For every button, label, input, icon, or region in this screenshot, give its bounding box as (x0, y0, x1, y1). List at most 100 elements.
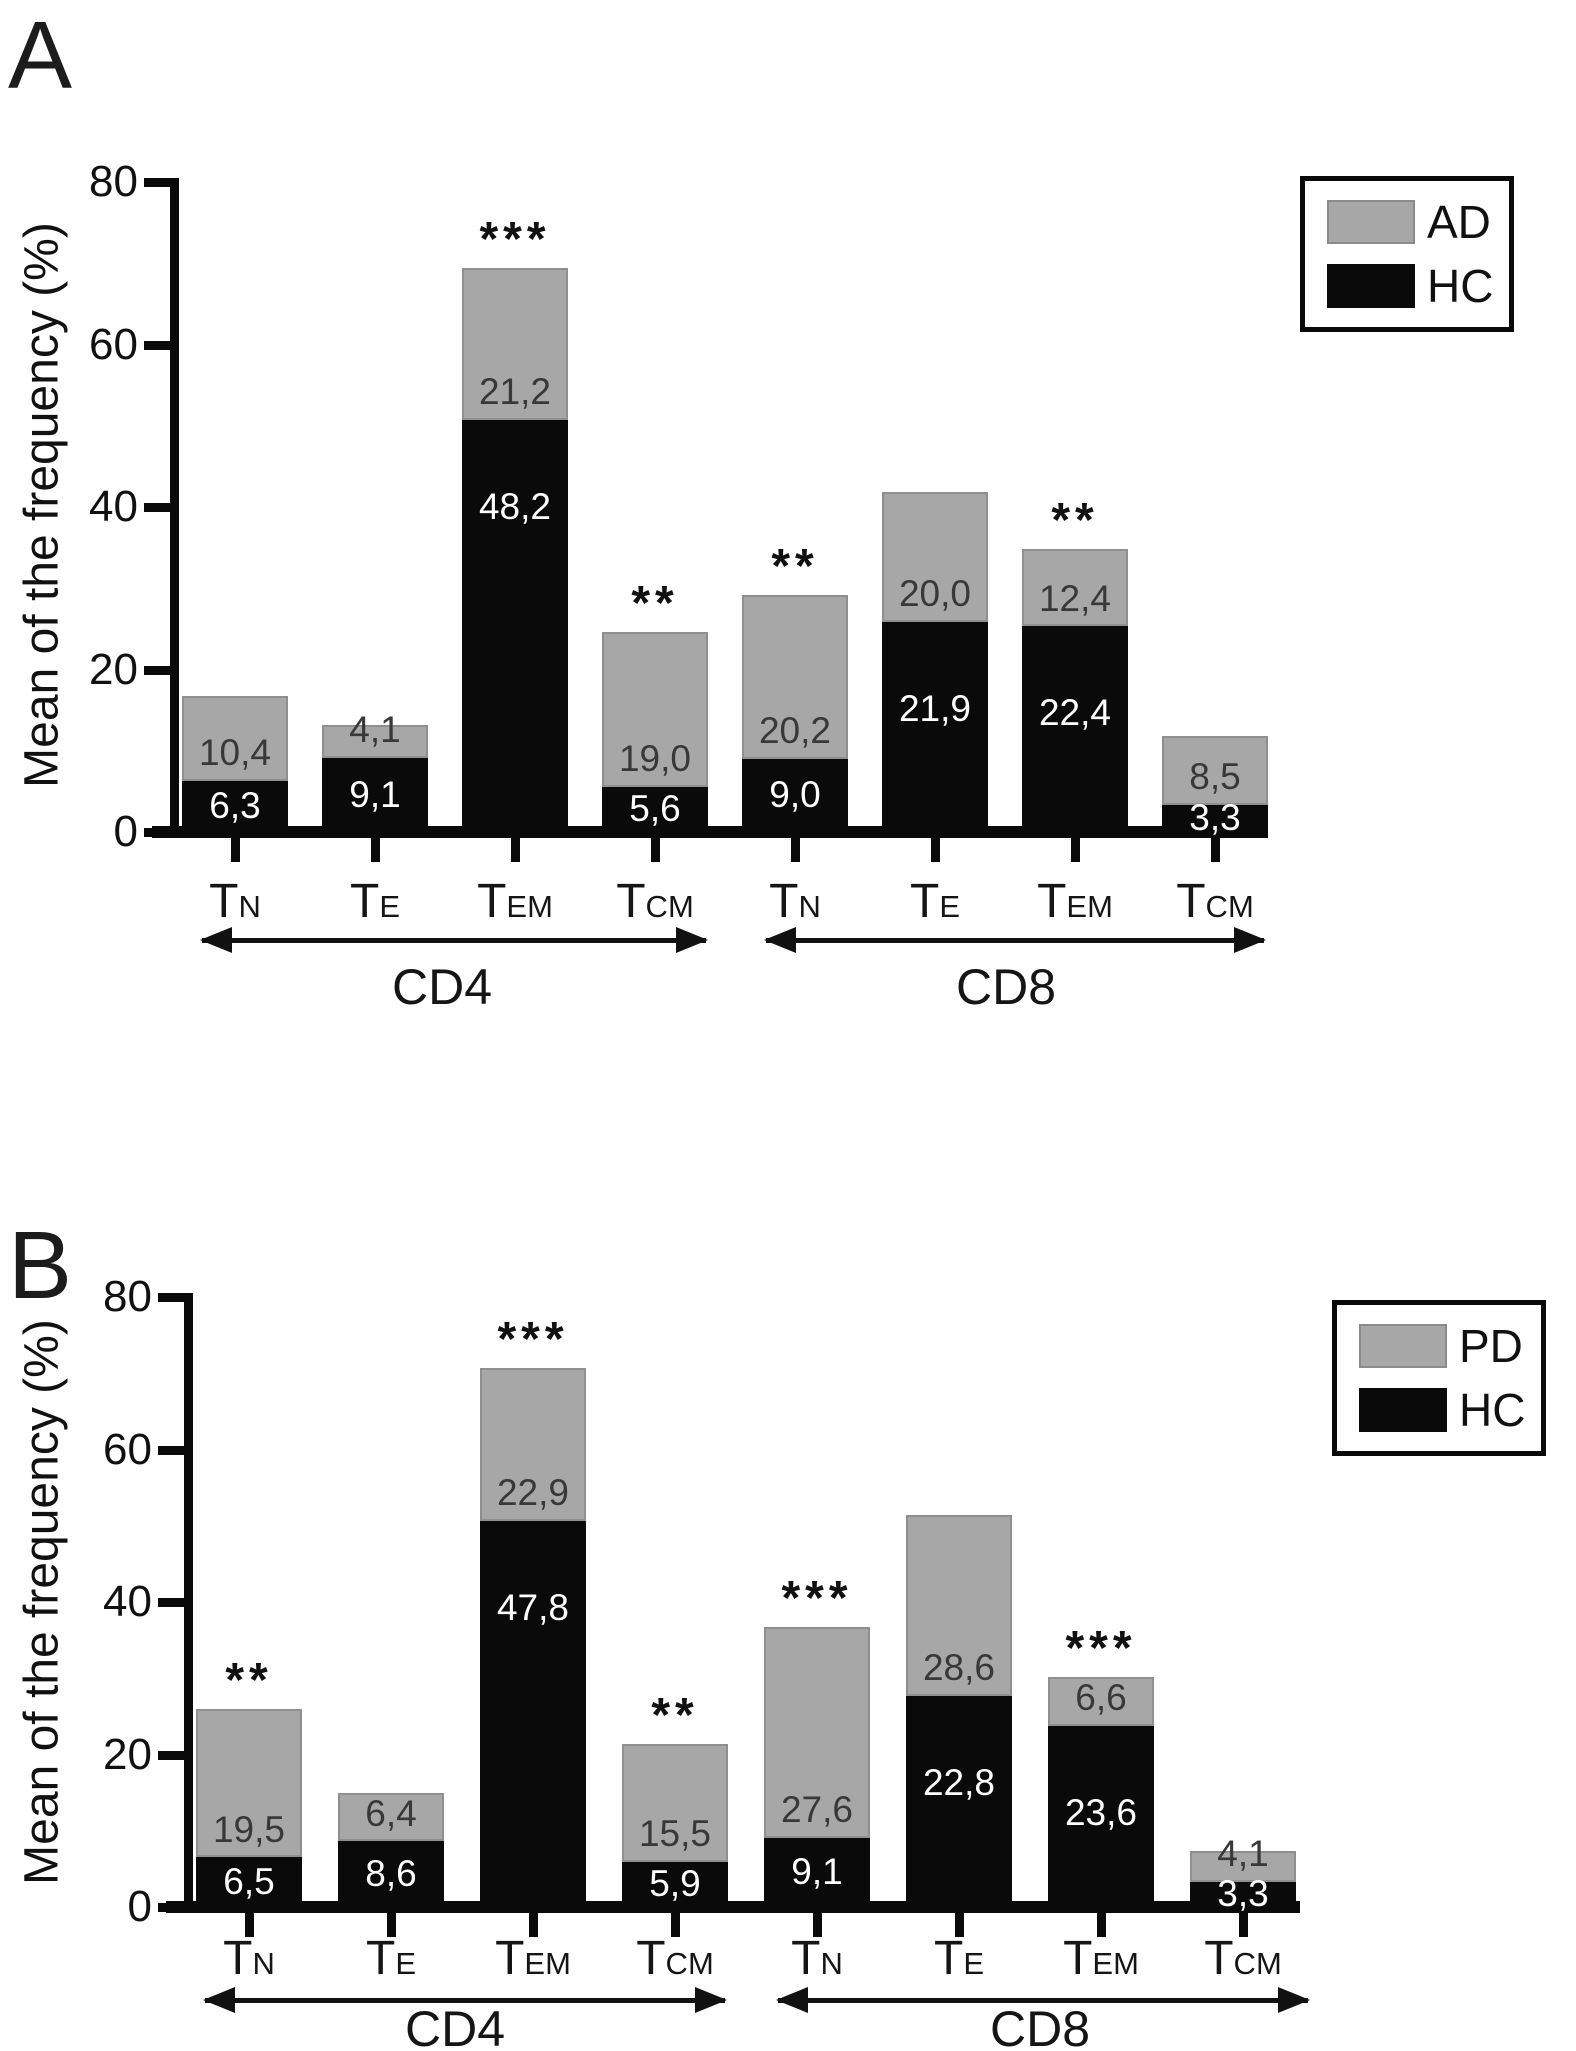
bar-segment-hc: 47,8 (480, 1520, 586, 1907)
y-tick-mark (158, 1445, 184, 1455)
bar-segment-ad: 21,2 (462, 268, 568, 420)
bar: 19,0 5,6 (602, 632, 708, 832)
bar-segment-ad: 20,0 (882, 491, 988, 623)
x-tick-mark (1097, 1913, 1106, 1937)
bar-value-hc: 9,0 (769, 774, 821, 816)
bar-segment-pd: 4,1 (1190, 1834, 1296, 1882)
bar: 27,6 9,1 (764, 1627, 870, 1907)
bar-segment-hc: 48,2 (462, 419, 568, 832)
x-category-main: T (349, 875, 380, 928)
bar: 8,5 3,3 (1162, 736, 1268, 837)
group-label-cd4: CD4 (391, 959, 493, 1015)
legend: PD HC (1332, 1300, 1546, 1456)
group-range-arrow (764, 927, 1266, 953)
bar-segment-pd: 15,5 (622, 1743, 728, 1862)
legend-label-ad: AD (1427, 196, 1491, 248)
bar-segment-hc: 5,9 (622, 1862, 728, 1907)
x-axis-line (166, 1901, 1300, 1913)
y-tick-label: 20 (103, 1729, 152, 1779)
x-tick-mark (371, 838, 380, 862)
x-category-main: T (1063, 1932, 1093, 1985)
panel-b-letter: B (8, 1212, 73, 1319)
bar-value-hc: 5,9 (649, 1863, 701, 1905)
y-tick-label: 40 (89, 482, 138, 531)
x-category-sub: EM (506, 889, 553, 924)
x-category-label: TE (934, 1935, 984, 1983)
x-category-main: T (365, 1932, 396, 1985)
significance-stars: ** (631, 577, 679, 631)
bar-value-ad: 12,4 (1038, 577, 1111, 619)
bar-value-pd: 27,6 (780, 1788, 853, 1830)
significance-stars: ** (651, 1688, 699, 1742)
x-category-main: T (1204, 1932, 1234, 1985)
bar: 20,2 9,0 (742, 594, 848, 832)
bar-value-ad: 20,0 (898, 573, 971, 615)
x-category-label: TEM (477, 878, 553, 926)
bar-value-pd: 4,1 (1217, 1832, 1269, 1874)
legend-swatch-hc (1359, 1388, 1447, 1432)
y-tick-label: 20 (89, 644, 138, 694)
significance-stars: *** (781, 1572, 853, 1626)
bar-value-ad: 4,1 (349, 709, 401, 751)
x-category-main: T (223, 1932, 253, 1985)
bar-segment-hc: 5,6 (602, 786, 708, 832)
bar-segment-pd: 28,6 (906, 1515, 1012, 1696)
x-category-label: TCM (616, 878, 694, 926)
bar-value-ad: 20,2 (758, 710, 831, 752)
x-category-label: TN (209, 878, 261, 926)
y-axis-line (170, 178, 179, 838)
x-category-sub: CM (665, 1946, 714, 1981)
bar: 28,6 22,8 (906, 1515, 1012, 1907)
x-tick-mark (387, 1913, 396, 1937)
bar-value-hc: 21,9 (898, 688, 971, 730)
legend-row-hc: HC (1327, 263, 1509, 309)
y-tick-label: 60 (89, 319, 138, 369)
x-category-label: TE (910, 878, 960, 926)
bar-value-pd: 28,6 (922, 1646, 995, 1688)
bar-value-hc: 6,5 (223, 1860, 275, 1902)
bar-segment-hc: 9,0 (742, 758, 848, 832)
bar: 12,4 22,4 (1022, 549, 1128, 832)
bar-segment-hc: 9,1 (764, 1837, 870, 1907)
bar-segment-hc: 6,3 (182, 780, 288, 832)
legend-label-hc: HC (1459, 1384, 1526, 1436)
x-category-sub: E (963, 1946, 985, 1981)
bar-value-ad: 21,2 (478, 371, 551, 413)
bar: 22,9 47,8 (480, 1367, 586, 1907)
bar-value-hc: 23,6 (1064, 1791, 1137, 1833)
bar-value-pd: 6,4 (365, 1792, 417, 1834)
bar: 19,5 6,5 (196, 1708, 302, 1907)
x-category-main: T (495, 1932, 525, 1985)
y-tick-label: 60 (103, 1424, 152, 1474)
x-category-label: TEM (1063, 1935, 1139, 1983)
bar-segment-pd: 6,6 (1048, 1676, 1154, 1726)
bar-segment-ad: 10,4 (182, 696, 288, 781)
bar: 15,5 5,9 (622, 1743, 728, 1907)
x-tick-mark (813, 1913, 822, 1937)
bar-segment-pd: 19,5 (196, 1708, 302, 1858)
bar-segment-hc: 6,5 (196, 1857, 302, 1907)
y-tick-label: 0 (113, 807, 138, 856)
x-category-sub: EM (1092, 1946, 1139, 1981)
bar-segment-hc: 3,3 (1190, 1874, 1296, 1913)
bar-value-pd: 6,6 (1075, 1676, 1127, 1718)
x-category-main: T (1037, 875, 1067, 928)
x-category-main: T (477, 875, 507, 928)
bar-segment-ad: 12,4 (1022, 549, 1128, 627)
significance-stars: ** (225, 1653, 273, 1707)
bar-segment-pd: 27,6 (764, 1627, 870, 1838)
bar-segment-hc: 23,6 (1048, 1725, 1154, 1907)
x-category-label: TN (769, 878, 821, 926)
x-category-label: TN (791, 1935, 843, 1983)
x-category-sub: CM (1205, 889, 1254, 924)
x-tick-mark (1071, 838, 1080, 862)
x-category-label: TCM (636, 1935, 714, 1983)
y-tick-mark (144, 828, 170, 837)
bar-value-hc: 9,1 (791, 1850, 843, 1892)
legend-label-pd: PD (1459, 1320, 1523, 1372)
x-tick-mark (671, 1913, 680, 1937)
y-tick-mark (158, 1903, 184, 1912)
bar: 20,0 21,9 (882, 491, 988, 832)
bar-segment-ad: 4,1 (322, 710, 428, 759)
legend-row-pd: PD (1359, 1323, 1541, 1369)
